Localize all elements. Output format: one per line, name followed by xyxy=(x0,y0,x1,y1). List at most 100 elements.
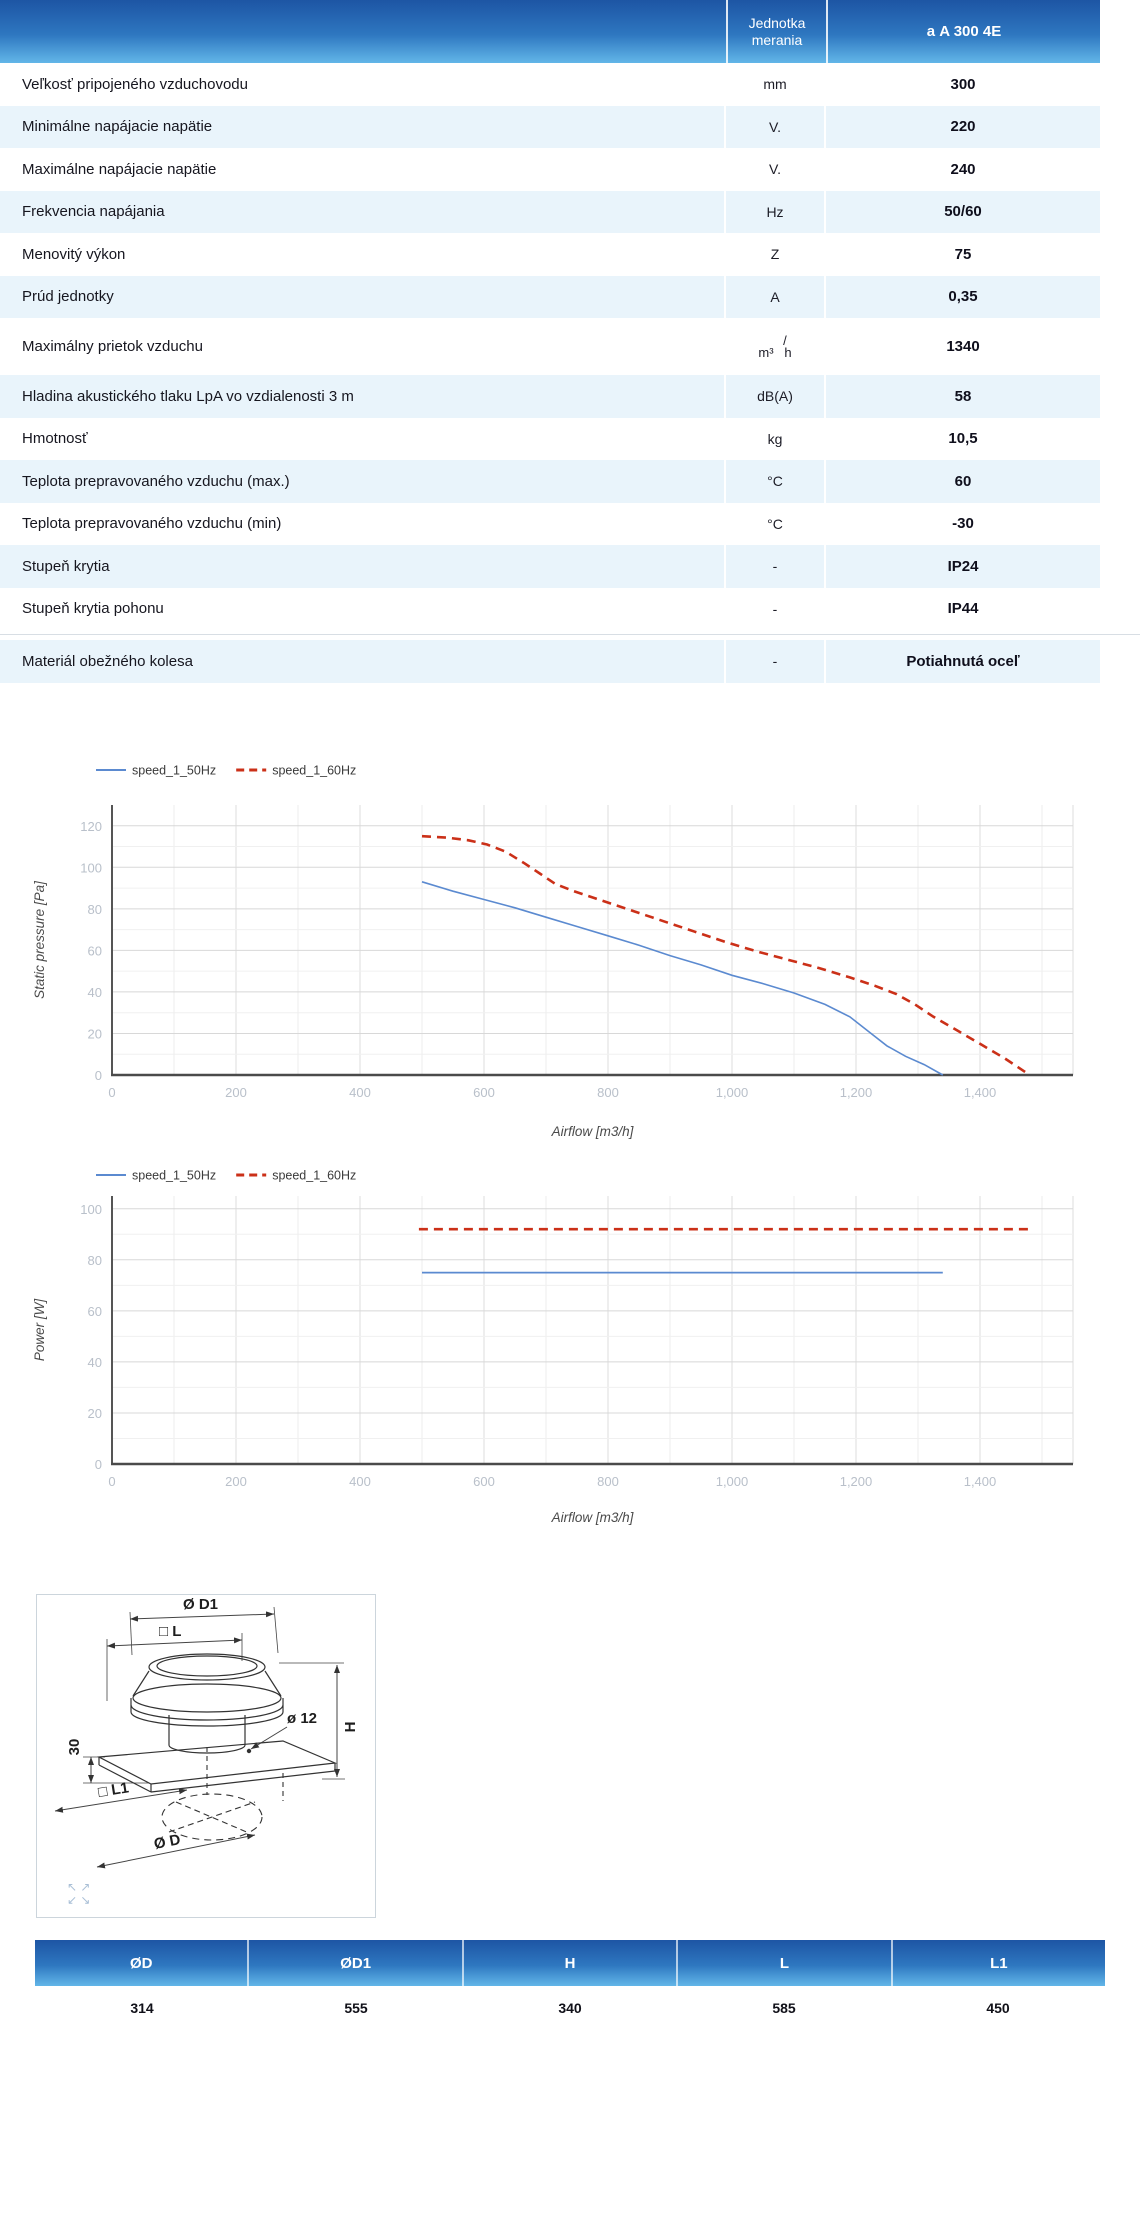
x-tick-label: 1,400 xyxy=(964,1085,997,1100)
spec-row-value: 10,5 xyxy=(948,430,978,448)
y-tick-label: 100 xyxy=(80,860,102,875)
spec-row: Hladina akustického tlaku LpA vo vzdiale… xyxy=(0,375,1100,418)
svg-text:↙ ↘: ↙ ↘ xyxy=(67,1893,90,1907)
spec-row: Menovitý výkon Z 75 xyxy=(0,233,1100,276)
label-d: Ø D xyxy=(153,1831,183,1853)
spec-row-unit: - xyxy=(772,600,778,617)
x-tick-label: 800 xyxy=(597,1085,619,1100)
dim-value-cell: 314 xyxy=(130,2000,154,2016)
spec-row-label: Hladina akustického tlaku LpA vo vzdiale… xyxy=(0,375,724,418)
spec-row-label: Stupeň krytia xyxy=(0,545,724,588)
y-tick-label: 60 xyxy=(88,1304,102,1319)
label-h: H xyxy=(342,1722,359,1733)
fan-body-outline xyxy=(96,1653,338,1793)
spec-row-value: 1340 xyxy=(946,338,980,355)
spec-row-unit: Hz xyxy=(726,190,824,233)
y-tick-label: 60 xyxy=(88,943,102,958)
power-chart: 0 20 40 60 80 100 0 200 400 600 800 1,000 1,200 1,400… xyxy=(0,1158,1140,1558)
dim-header-cell: ØD1 xyxy=(247,1940,461,1986)
dimensions-table: ØD ØD1 H L L1 314 555 340 585 450 xyxy=(35,1940,1105,2030)
spec-row: Teplota prepravovaného vzduchu (min) °C -3… xyxy=(0,503,1100,546)
spec-table: Jednotka merania а A 300 4E Veľkosť prip… xyxy=(0,0,1140,683)
spec-row-unit: / m³ h xyxy=(758,332,792,360)
dimensions-table-values: 314 555 340 585 450 xyxy=(35,1986,1105,2030)
y-tick-label: 0 xyxy=(95,1457,102,1472)
header-empty-cell xyxy=(0,0,726,63)
x-tick-label: 1,200 xyxy=(840,1085,873,1100)
legend-label-speed_1_50Hz: speed_1_50Hz xyxy=(132,764,216,778)
dim-header-cell: ØD xyxy=(129,1954,153,1972)
dim-value-cell: 585 xyxy=(772,2000,796,2016)
legend-label-speed_1_60Hz: speed_1_60Hz xyxy=(272,1169,356,1183)
spec-row: Hmotnosť kg 10,5 xyxy=(0,418,1100,461)
dimension-diagram-box: Ø D1 □ L ø 12 H 30 □ L1 Ø D ↖ ↗ ↙ ↘ xyxy=(36,1594,376,1918)
x-tick-label: 800 xyxy=(597,1474,619,1489)
spec-row: Veľkosť pripojeného vzduchovodu mm 300 xyxy=(0,63,1100,106)
label-l: □ L xyxy=(159,1623,181,1640)
pressure-chart-svg: 0 20 40 60 80 100 120 0 200 400 600 800 1,000 1,200 1,… xyxy=(32,764,1074,1139)
label-o12: ø 12 xyxy=(287,1710,317,1727)
dimensions-table-header: ØD ØD1 H L L1 xyxy=(35,1940,1105,1986)
spec-row-value: IP44 xyxy=(947,600,979,618)
y-tick-label: 20 xyxy=(88,1406,102,1421)
spec-row-value: 60 xyxy=(826,460,1100,503)
spec-row-unit: °C xyxy=(767,515,783,532)
spec-row: Maximálny prietok vzduchu / m³ h 1340 xyxy=(0,318,1100,375)
spec-row-value: 220 xyxy=(826,105,1100,148)
spec-row-unit: °C xyxy=(726,460,824,503)
spec-row-unit: dB(A) xyxy=(726,375,824,418)
spec-row-label: Teplota prepravovaného vzduchu (min) xyxy=(22,515,282,533)
dim-header-cell: L xyxy=(676,1940,890,1986)
spec-row: Prúd jednotky A 0,35 xyxy=(0,275,1100,318)
x-tick-label: 1,400 xyxy=(964,1474,997,1489)
spec-row-value: -30 xyxy=(952,515,974,533)
spec-row-unit: V. xyxy=(726,105,824,148)
y-axis-title: Power [W] xyxy=(32,1298,47,1362)
dim-value-cell: 450 xyxy=(986,2000,1010,2016)
dim-value-cell: 555 xyxy=(344,2000,368,2016)
dimension-lines xyxy=(54,1606,345,1869)
spec-row: Materiál obežného kolesa - Potiahnutá oceľ xyxy=(0,640,1100,683)
legend-label-speed_1_60Hz: speed_1_60Hz xyxy=(272,764,356,778)
spec-row-label: Prúd jednotky xyxy=(0,275,724,318)
spec-row: Teplota prepravovaného vzduchu (max.) °C 6… xyxy=(0,460,1100,503)
x-tick-label: 0 xyxy=(108,1474,115,1489)
y-tick-label: 120 xyxy=(80,819,102,834)
expand-icon[interactable]: ↖ ↗ ↙ ↘ xyxy=(67,1880,90,1907)
dimension-labels: Ø D1 □ L ø 12 H 30 □ L1 Ø D xyxy=(66,1596,359,1853)
power-chart-svg: 0 20 40 60 80 100 0 200 400 600 800 1,000 1,200 1,400… xyxy=(32,1169,1074,1525)
spec-row-label: Minimálne napájacie napätie xyxy=(0,105,724,148)
x-tick-label: 200 xyxy=(225,1085,247,1100)
spec-row-value: 240 xyxy=(950,160,976,178)
spec-row-label: Hmotnosť xyxy=(22,430,88,448)
y-tick-label: 80 xyxy=(88,902,102,917)
divider-line xyxy=(0,634,1140,635)
x-tick-label: 600 xyxy=(473,1474,495,1489)
spec-row-label: Frekvencia napájania xyxy=(0,190,724,233)
y-tick-label: 20 xyxy=(88,1026,102,1041)
spec-row-unit: mm xyxy=(763,76,787,93)
spec-row: Stupeň krytia pohonu - IP44 xyxy=(0,588,1100,631)
spec-row-unit: Z xyxy=(770,246,780,263)
spec-row: Stupeň krytia - IP24 xyxy=(0,545,1100,588)
spec-row: Frekvencia napájania Hz 50/60 xyxy=(0,190,1100,233)
y-tick-label: 80 xyxy=(88,1253,102,1268)
spec-rows: Veľkosť pripojeného vzduchovodu mm 300 Mini… xyxy=(0,63,1140,683)
x-tick-label: 400 xyxy=(349,1085,371,1100)
spec-row-value: Potiahnutá oceľ xyxy=(826,640,1100,683)
dim-header-cell: L1 xyxy=(890,1940,1105,1986)
spec-row-value: 58 xyxy=(826,375,1100,418)
spec-table-gap xyxy=(0,630,1140,640)
y-tick-label: 40 xyxy=(88,1355,102,1370)
x-tick-label: 1,000 xyxy=(716,1085,749,1100)
x-axis-title: Airflow [m3/h] xyxy=(551,1510,635,1525)
x-axis-title: Airflow [m3/h] xyxy=(551,1124,635,1139)
dim-header-cell: H xyxy=(461,1940,676,1986)
x-tick-label: 200 xyxy=(225,1474,247,1489)
spec-row-value: IP24 xyxy=(826,545,1100,588)
spec-row-value: 0,35 xyxy=(826,275,1100,318)
label-30: 30 xyxy=(66,1739,83,1756)
legend-label-speed_1_50Hz: speed_1_50Hz xyxy=(132,1169,216,1183)
header-unit-label: Jednotka merania xyxy=(726,0,826,63)
